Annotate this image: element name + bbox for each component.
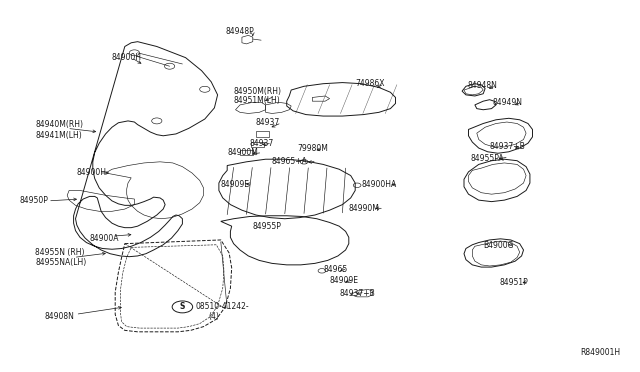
Text: 84937: 84937	[256, 118, 280, 127]
Text: 84950M(RH): 84950M(RH)	[234, 87, 282, 96]
Text: 84940M(RH): 84940M(RH)	[35, 120, 83, 129]
Text: 84900H: 84900H	[77, 169, 107, 177]
Text: 84955PA: 84955PA	[470, 154, 504, 163]
Text: 84909E: 84909E	[221, 180, 250, 189]
Text: 84909E: 84909E	[330, 276, 358, 285]
Text: 84955N (RH): 84955N (RH)	[35, 248, 84, 257]
Text: 84900M: 84900M	[227, 148, 258, 157]
Text: 84908N: 84908N	[45, 312, 75, 321]
Text: (4): (4)	[208, 312, 219, 321]
Text: 84948P: 84948P	[225, 27, 254, 36]
Text: 84937+B: 84937+B	[339, 289, 375, 298]
Text: R849001H: R849001H	[580, 348, 621, 357]
Text: 84950P: 84950P	[19, 196, 48, 205]
Text: 84951M(LH): 84951M(LH)	[234, 96, 280, 105]
Text: 84965: 84965	[323, 265, 348, 274]
Text: 84951P: 84951P	[499, 278, 528, 287]
Text: 84948N: 84948N	[467, 81, 497, 90]
Text: 84900A: 84900A	[90, 234, 119, 243]
Text: B4900G: B4900G	[483, 241, 514, 250]
Text: 84937+B: 84937+B	[490, 142, 525, 151]
Text: 84937: 84937	[250, 139, 274, 148]
Text: 84900H: 84900H	[112, 53, 142, 62]
Text: 74986X: 74986X	[355, 79, 385, 88]
Text: 84990M: 84990M	[349, 204, 380, 213]
Text: 84955NA(LH): 84955NA(LH)	[35, 258, 86, 267]
Text: S: S	[180, 302, 185, 311]
Text: 84900HA: 84900HA	[362, 180, 397, 189]
Text: 84965+A: 84965+A	[272, 157, 308, 166]
Text: 08510-41242-: 08510-41242-	[195, 302, 249, 311]
Text: 79980M: 79980M	[298, 144, 328, 153]
Text: 84941M(LH): 84941M(LH)	[35, 131, 82, 140]
Text: 84949N: 84949N	[493, 98, 523, 107]
Text: 84955P: 84955P	[253, 222, 282, 231]
